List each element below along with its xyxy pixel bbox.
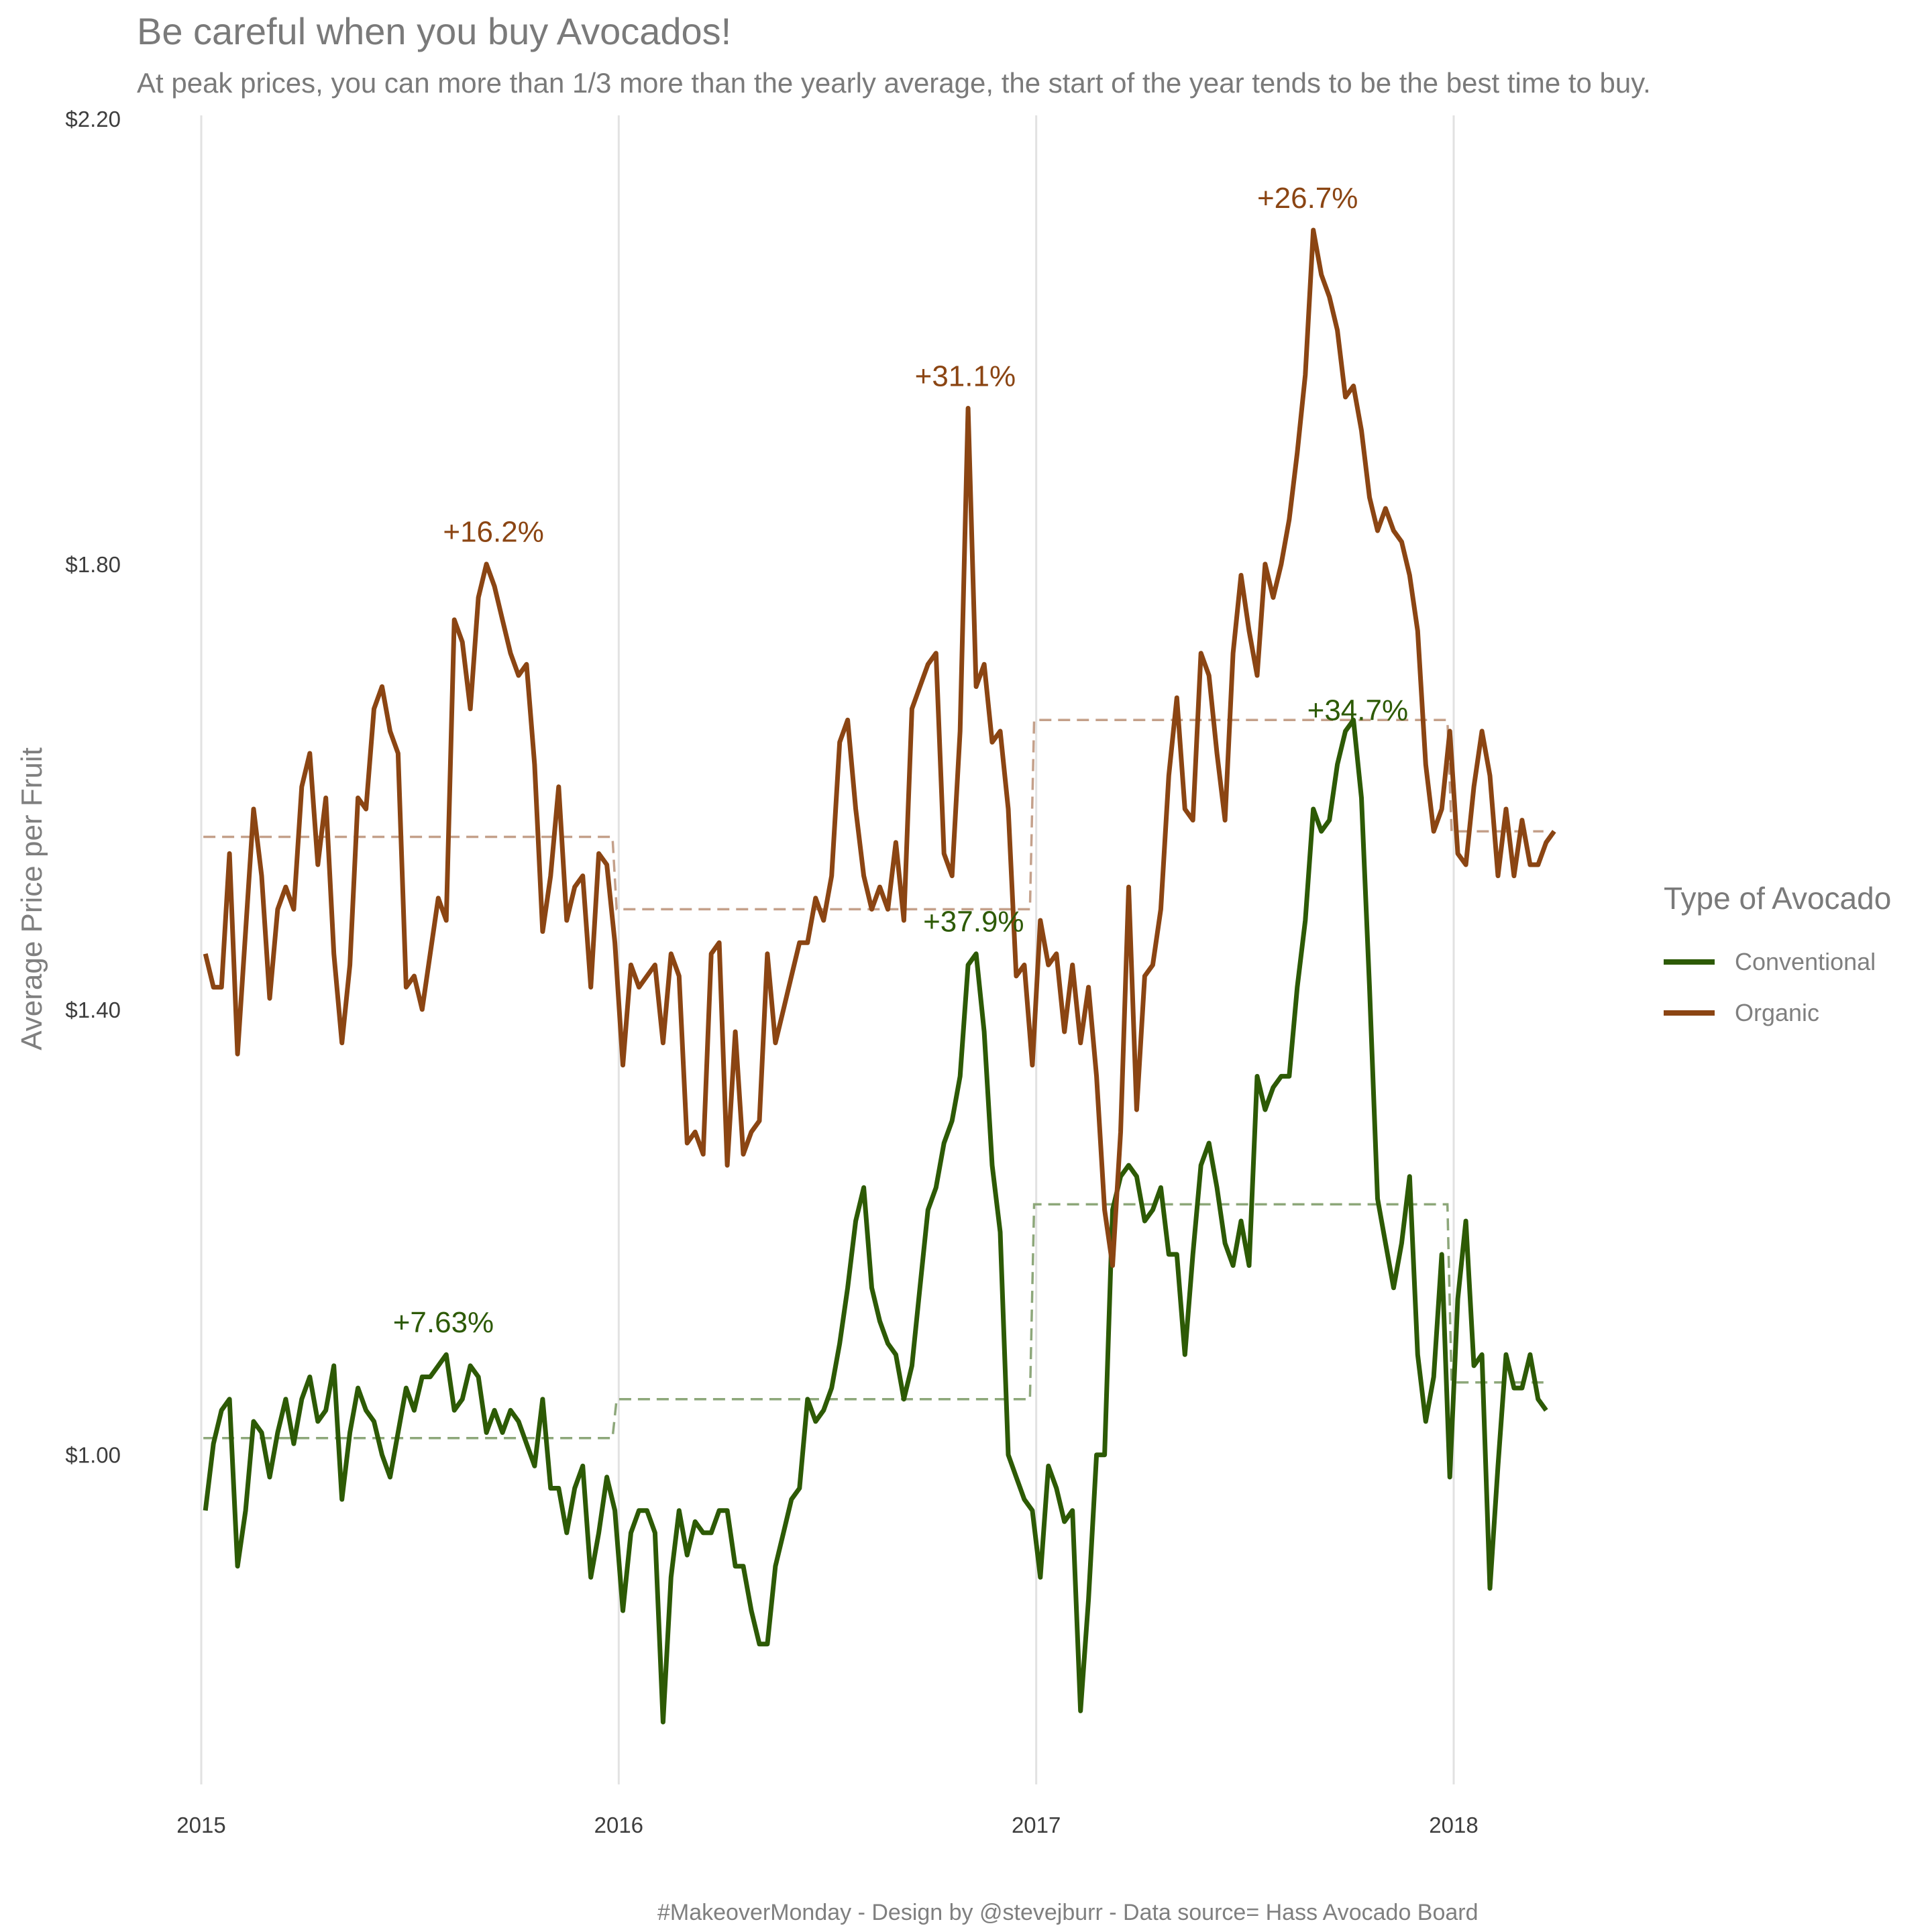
peak-annotation: +16.2% xyxy=(443,516,543,549)
legend-label: Organic xyxy=(1735,999,1820,1026)
series-line-organic xyxy=(203,227,1556,1268)
series-line-conventional xyxy=(203,717,1548,1725)
y-tick-label: $2.20 xyxy=(65,107,121,131)
legend-key xyxy=(1664,959,1715,965)
peak-annotation: +34.7% xyxy=(1307,694,1408,727)
x-tick-label: 2015 xyxy=(176,1813,225,1837)
y-tick-label: $1.00 xyxy=(65,1443,121,1468)
legend-items: Conventional Organic xyxy=(1664,936,1891,1038)
legend-item-organic: Organic xyxy=(1664,987,1891,1038)
x-tick-label: 2018 xyxy=(1429,1813,1478,1837)
x-tick-label: 2016 xyxy=(594,1813,643,1837)
y-tick-label: $1.40 xyxy=(65,998,121,1022)
peak-annotation: +37.9% xyxy=(923,906,1024,938)
peak-annotation: +26.7% xyxy=(1257,182,1358,215)
chart-title: Be careful when you buy Avocados! xyxy=(137,10,732,52)
yearly-average-lines xyxy=(203,718,1544,1440)
peak-annotation: +7.63% xyxy=(393,1306,494,1339)
peak-annotation: +31.1% xyxy=(915,360,1016,392)
legend-label: Conventional xyxy=(1735,948,1876,975)
series-lines xyxy=(203,227,1556,1725)
chart-subtitle: At peak prices, you can more than 1/3 mo… xyxy=(137,67,1651,99)
gridlines xyxy=(200,115,1455,1784)
average-line-conventional xyxy=(203,1203,1544,1440)
legend: Type of Avocado Conventional Organic xyxy=(1664,880,1891,1038)
legend-key xyxy=(1664,1010,1715,1016)
legend-item-conventional: Conventional xyxy=(1664,936,1891,987)
y-tick-label: $1.80 xyxy=(65,552,121,577)
peak-annotations: +16.2% +31.1% +26.7% +7.63% +37.9% +34.7% xyxy=(393,182,1408,1339)
y-axis-label: Average Price per Fruit xyxy=(15,747,48,1051)
caption: #MakeoverMonday - Design by @stevejburr … xyxy=(657,1900,1479,1925)
average-line-organic xyxy=(203,718,1544,911)
axis-ticks: 2015 2016 2017 2018 $1.00 $1.40 $1.80 $2.20 xyxy=(65,107,1478,1837)
x-tick-label: 2017 xyxy=(1012,1813,1061,1837)
legend-title: Type of Avocado xyxy=(1664,881,1892,916)
